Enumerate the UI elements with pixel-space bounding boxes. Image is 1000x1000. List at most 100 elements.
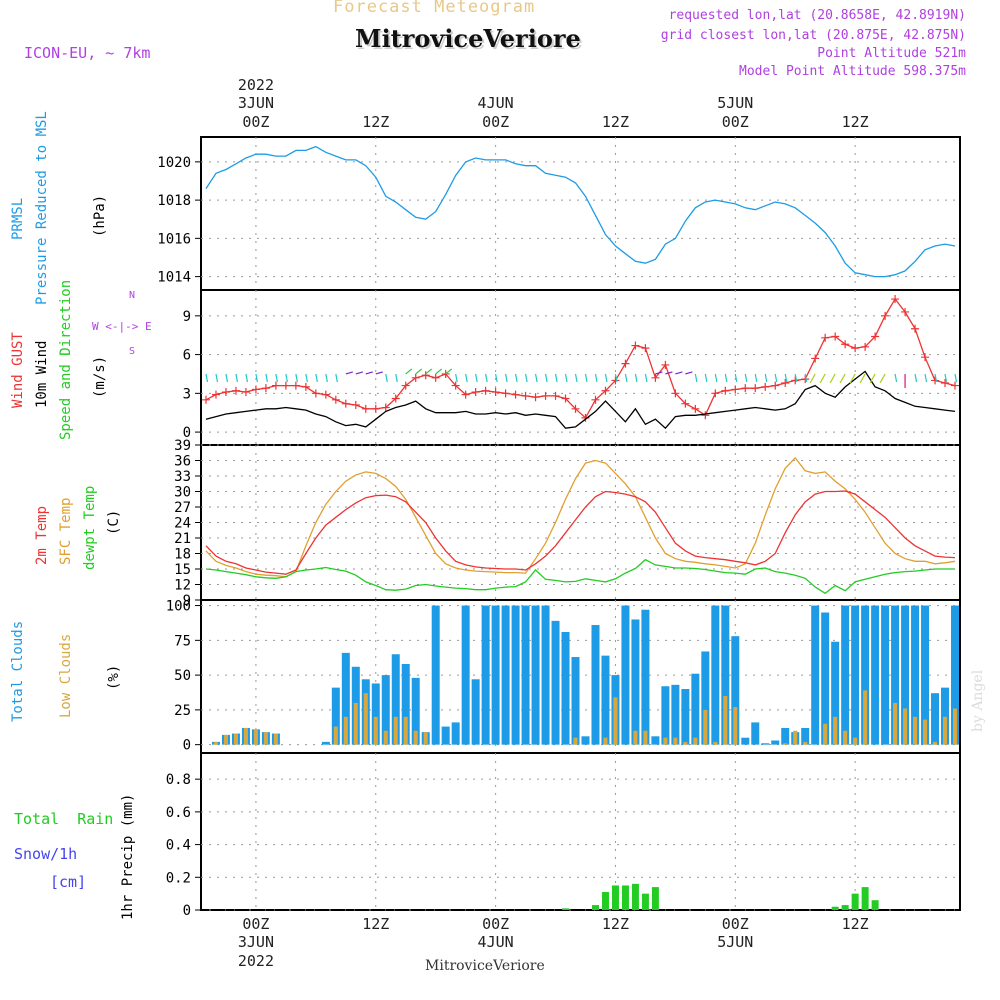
gust-marker bbox=[251, 385, 260, 394]
low-cloud-bar bbox=[703, 709, 708, 745]
gust-marker bbox=[821, 333, 830, 342]
total-cloud-bar bbox=[621, 605, 630, 745]
total-cloud-bar bbox=[931, 693, 940, 745]
total-cloud-bar bbox=[741, 737, 750, 745]
top-time-label: 12Z bbox=[842, 113, 869, 131]
total-cloud-bar bbox=[951, 605, 960, 745]
gust-marker bbox=[611, 376, 620, 385]
low-cloud-bar bbox=[403, 716, 408, 745]
wind-arrow bbox=[794, 373, 798, 383]
wind-arrow bbox=[819, 373, 826, 384]
wind-arrow bbox=[924, 373, 928, 383]
wind-arrow bbox=[455, 373, 458, 383]
wind-arrow bbox=[265, 373, 269, 383]
precip-ytick-label: 0.6 bbox=[166, 805, 191, 821]
top-time-label: 12Z bbox=[362, 113, 389, 131]
gust-marker bbox=[301, 382, 310, 391]
wind-arrow bbox=[574, 373, 578, 383]
wind-arrow bbox=[255, 373, 259, 383]
gust-marker bbox=[211, 390, 220, 399]
wind-arrow bbox=[205, 373, 209, 383]
wind-arrow bbox=[315, 373, 318, 383]
gust-marker bbox=[951, 381, 960, 390]
wind-arrow bbox=[584, 373, 588, 383]
temperature-ytick-label: 33 bbox=[174, 469, 191, 485]
total-cloud-bar bbox=[601, 655, 610, 745]
bottom-time-label: 12Z bbox=[362, 915, 389, 933]
total-cloud-bar bbox=[691, 673, 700, 745]
wind-ytick-label: 0 bbox=[183, 425, 191, 441]
wind-arrow bbox=[544, 373, 548, 383]
gust-marker bbox=[501, 389, 510, 398]
wind-arrow bbox=[514, 373, 518, 383]
gust-marker bbox=[221, 388, 230, 397]
rain-bar bbox=[871, 900, 879, 910]
total-cloud-bar bbox=[711, 605, 720, 745]
wind-arrow bbox=[435, 368, 443, 375]
rain-bar bbox=[562, 908, 570, 910]
wind-arrow bbox=[325, 373, 328, 383]
top-time-label: 00Z bbox=[242, 113, 269, 131]
temperature-ytick-label: 15 bbox=[174, 562, 191, 578]
gust-marker bbox=[601, 386, 610, 395]
low-cloud-bar bbox=[933, 741, 938, 745]
gust-marker bbox=[591, 395, 600, 404]
temperature-ytick-label: 12 bbox=[174, 578, 191, 594]
wind-line bbox=[205, 370, 956, 430]
wind-arrow bbox=[804, 373, 808, 383]
total-cloud-bar bbox=[631, 619, 640, 745]
total-cloud-bar bbox=[641, 609, 650, 745]
gust-marker bbox=[871, 332, 880, 341]
wind-arrow bbox=[829, 373, 836, 384]
temperature-ytick-label: 36 bbox=[174, 454, 191, 470]
closest-coords: grid closest lon,lat (20.875E, 42.875N) bbox=[660, 28, 966, 43]
gust-marker bbox=[431, 373, 440, 382]
total-cloud-bar bbox=[721, 605, 730, 745]
low-cloud-bar bbox=[423, 732, 428, 745]
low-cloud-bar bbox=[643, 730, 648, 745]
bottom-time-label: 3JUN bbox=[238, 933, 274, 951]
wind-arrow bbox=[415, 368, 423, 375]
footer-location: MitroviceVeriore bbox=[425, 958, 545, 974]
wind-arrow bbox=[879, 373, 886, 384]
wind-arrow bbox=[505, 373, 508, 383]
wind-arrow bbox=[215, 373, 219, 383]
wind-arrow bbox=[894, 373, 898, 383]
clouds-ytick-label: 75 bbox=[174, 633, 191, 649]
wind-arrow bbox=[375, 371, 383, 375]
low-cloud-bar bbox=[693, 737, 698, 745]
low-cloud-bar bbox=[783, 743, 788, 745]
gust-marker bbox=[541, 391, 550, 400]
wind-arrow bbox=[335, 373, 338, 383]
gust-marker bbox=[291, 381, 300, 390]
gust-marker bbox=[341, 399, 350, 408]
gust-line bbox=[205, 297, 956, 419]
total-cloud-bar bbox=[401, 663, 410, 745]
low-cloud-bar bbox=[923, 719, 928, 745]
label-snow: Snow/1h bbox=[14, 845, 78, 863]
low-cloud-bar bbox=[663, 737, 668, 745]
gust-marker bbox=[271, 381, 280, 390]
label-snow-unit: [cm] bbox=[50, 873, 87, 891]
gust-marker bbox=[881, 311, 890, 320]
low-cloud-bar bbox=[913, 716, 918, 745]
gust-marker bbox=[781, 379, 790, 387]
low-cloud-bar bbox=[223, 734, 228, 745]
wind-arrow bbox=[784, 373, 788, 383]
rain-bar bbox=[591, 905, 599, 910]
dewpoint-line bbox=[205, 558, 955, 595]
gust-marker bbox=[851, 344, 860, 353]
temperature-ytick-label: 24 bbox=[174, 516, 191, 532]
total-cloud-bar bbox=[891, 605, 900, 745]
total-cloud-bar bbox=[941, 687, 950, 745]
low-cloud-bar bbox=[243, 727, 248, 745]
low-cloud-bar bbox=[713, 741, 718, 745]
gust-marker bbox=[941, 379, 950, 387]
wind-arrow bbox=[594, 373, 598, 383]
wind-arrow bbox=[385, 373, 388, 383]
wind-arrow bbox=[245, 373, 249, 383]
low-cloud-bar bbox=[363, 693, 368, 745]
gust-marker bbox=[891, 295, 900, 304]
wind-arrow bbox=[395, 373, 398, 383]
